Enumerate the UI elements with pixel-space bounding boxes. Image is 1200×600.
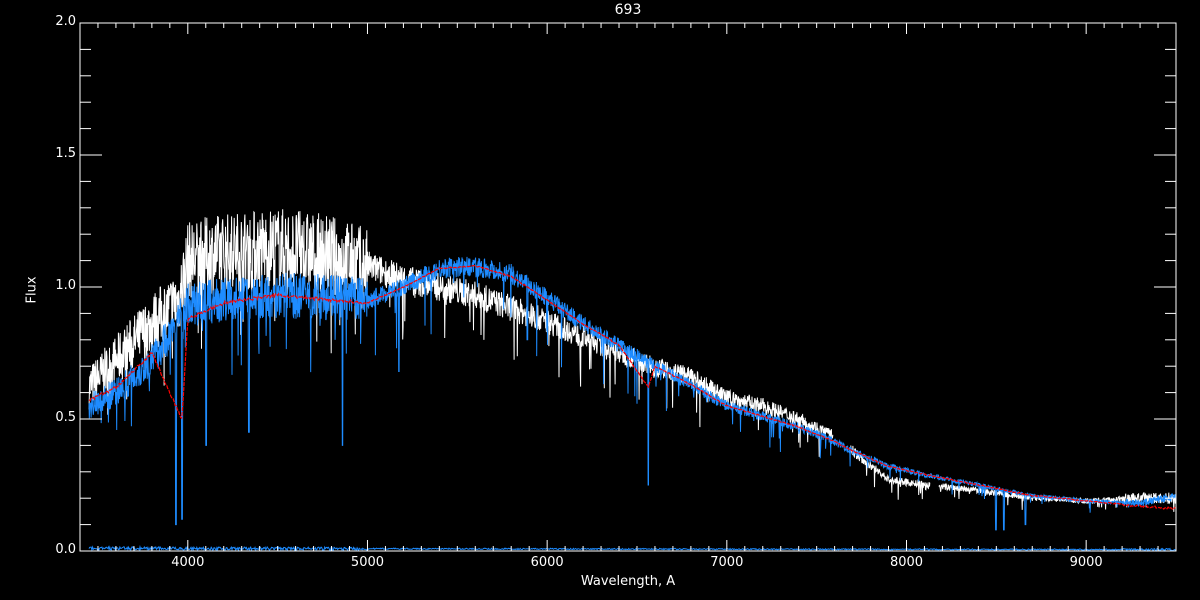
x-axis-label: Wavelength, A (580, 574, 676, 589)
x-tick-label: 8000 (889, 555, 924, 570)
y-tick-label: 2.0 (55, 14, 76, 29)
y-tick-label: 1.5 (55, 146, 76, 161)
y-axis-label: Flux (24, 276, 40, 304)
series-layer (88, 209, 1177, 552)
tick-layer (79, 22, 1177, 552)
x-tick-label: 5000 (350, 555, 385, 570)
series-line-0 (850, 445, 931, 500)
series-line-0 (938, 482, 1177, 512)
y-tick-label: 0.5 (55, 410, 76, 425)
x-tick-label: 6000 (530, 555, 564, 570)
chart-title: 693 (614, 2, 642, 18)
series-line-3 (88, 544, 1176, 552)
x-tick-label: 7000 (710, 555, 744, 570)
x-tick-label: 4000 (171, 555, 205, 570)
series-line-1 (88, 256, 1177, 531)
x-tick-label: 9000 (1069, 555, 1103, 570)
series-line-2 (88, 264, 1176, 511)
y-tick-label: 1.0 (55, 278, 76, 293)
y-tick-label: 0.0 (55, 542, 76, 557)
series-line-0 (88, 209, 834, 457)
